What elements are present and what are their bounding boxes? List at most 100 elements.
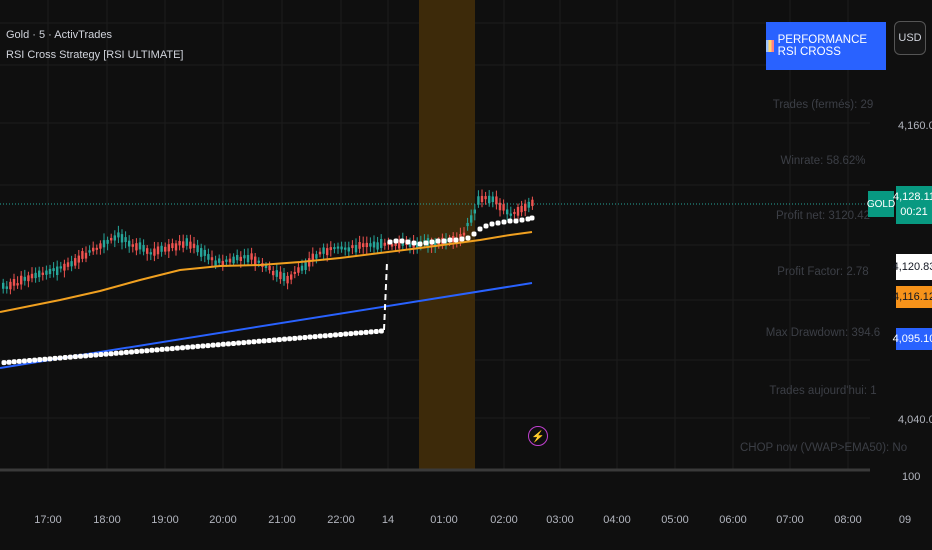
candle-body [340, 246, 343, 250]
candle-body [243, 255, 246, 259]
strategy-dot [266, 337, 272, 343]
stat-profit-factor: Profit Factor: 2.78 [777, 266, 869, 278]
symbol-title[interactable]: Gold · 5 · ActivTrades [6, 29, 112, 41]
strategy-dot [276, 337, 282, 343]
time-axis-label: 21:00 [268, 514, 296, 526]
strategy-dot [246, 339, 252, 345]
candle-body [9, 281, 12, 290]
strategy-dot [159, 346, 165, 352]
candle-body [63, 263, 66, 271]
time-axis-label: 07:00 [776, 514, 804, 526]
strategy-dot [489, 221, 495, 227]
last-price-tag: 4,128.11 00:21 [893, 186, 932, 224]
strategy-dot [180, 345, 185, 351]
strategy-dot [441, 238, 447, 244]
lightning-icon[interactable]: ⚡ [528, 426, 548, 446]
candle-body [293, 271, 296, 274]
strategy-dot [42, 356, 48, 362]
time-axis-label: 17:00 [34, 514, 62, 526]
candle-body [524, 203, 527, 211]
candle-body [48, 268, 52, 275]
candle-body [92, 247, 95, 252]
strategy-dot [327, 332, 333, 338]
candle-body [297, 267, 300, 273]
candle-body [527, 201, 530, 208]
time-axis-label: 04:00 [603, 514, 631, 526]
candle-body [462, 232, 466, 236]
strategy-dot [67, 354, 73, 360]
candle-body [333, 247, 336, 250]
candle-body [138, 242, 142, 250]
time-axis-label: 03:00 [546, 514, 574, 526]
candle-body [311, 253, 314, 262]
candle-body [506, 209, 509, 215]
strategy-dot [1, 360, 7, 366]
strategy-dot [525, 216, 531, 222]
strategy-dot [471, 231, 477, 237]
candle-body [351, 245, 354, 249]
candle-body [290, 274, 293, 280]
candle-body [383, 242, 386, 246]
strategy-dot [495, 220, 501, 226]
strategy-dot [399, 238, 405, 244]
candle-body [38, 270, 41, 278]
strategy-dot [11, 359, 17, 365]
strategy-dot [144, 348, 150, 354]
stat-profit-net: Profit net: 3120.42 [776, 210, 870, 222]
strategy-title[interactable]: RSI Cross Strategy [RSI ULTIMATE] [6, 49, 184, 61]
candle-body [106, 239, 109, 244]
strategy-dot [78, 353, 83, 359]
candle-body [12, 279, 16, 286]
strategy-dot [118, 350, 124, 356]
candle-body [304, 262, 307, 270]
strategy-dot [231, 340, 236, 346]
strategy-dot [88, 352, 94, 358]
candle-body [430, 243, 433, 247]
strategy-dot [483, 223, 489, 229]
time-axis-label: 18:00 [93, 514, 121, 526]
candle-body [218, 258, 221, 263]
candle-body [416, 243, 419, 248]
strategy-dot [417, 241, 423, 247]
candle-body [210, 257, 214, 261]
strategy-dot [134, 349, 140, 355]
strategy-dot [215, 342, 221, 348]
currency-button[interactable]: USD [894, 21, 926, 55]
strategy-dot [338, 331, 344, 337]
candle-body [452, 236, 455, 243]
strategy-dot [353, 330, 359, 336]
candle-body [394, 243, 397, 246]
candle-body [102, 240, 106, 248]
strategy-dot [185, 344, 191, 350]
strategy-dot [108, 351, 114, 357]
candle-body [358, 242, 361, 249]
candle-body [488, 195, 491, 204]
candle-body [254, 256, 257, 266]
candle-body [354, 244, 358, 253]
candle-body [336, 246, 340, 249]
ema-line-orange [0, 231, 533, 313]
candle-body [5, 286, 8, 289]
candle-body [300, 265, 304, 271]
candle-body [174, 243, 178, 251]
candle-body [279, 271, 282, 280]
candle-body [167, 244, 170, 252]
candle-body [376, 242, 379, 250]
candle-body [275, 270, 278, 277]
strategy-dot [307, 334, 313, 340]
strategy-dot [429, 239, 435, 245]
candle-body [52, 268, 55, 272]
candle-body [318, 251, 322, 255]
white-price-tag: 4,120.83 [893, 254, 932, 280]
candle-body [81, 251, 84, 259]
candle-body [513, 211, 516, 215]
candle-body [156, 246, 160, 255]
strategy-dot [312, 334, 318, 340]
candle-body [41, 272, 44, 275]
strategy-dot [393, 238, 399, 244]
strategy-dot [195, 343, 201, 349]
strategy-dot [200, 343, 206, 349]
candle-body [56, 266, 59, 276]
performance-title-text: PERFORMANCE RSI CROSS [777, 34, 868, 58]
